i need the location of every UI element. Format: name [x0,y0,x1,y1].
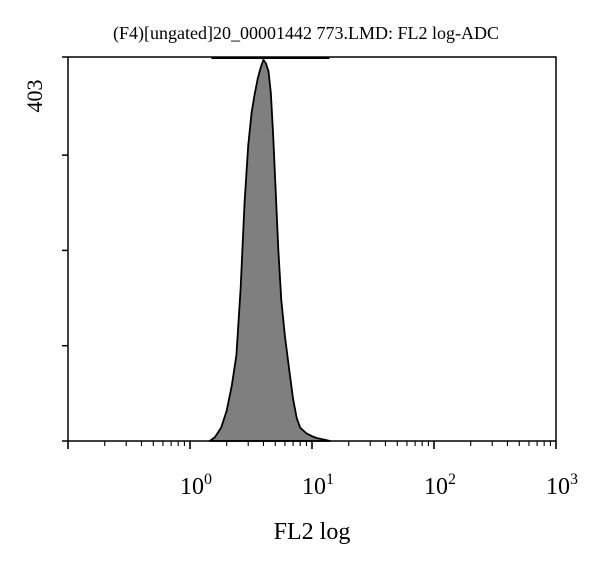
x-tick-label-2-base: 10 [302,474,326,500]
x-tick-label-1-exponent: 0 [204,471,212,488]
axes: 100 101 102 103 [62,56,578,500]
x-tick-label-4-exponent: 3 [570,471,578,488]
x-tick-label-3-exponent: 2 [448,471,456,488]
x-tick-label-3: 102 [424,471,456,500]
x-tick-label-1: 100 [180,471,212,500]
plot-area [208,58,331,442]
x-tick-label-1-base: 10 [180,474,204,500]
x-tick-label-2: 101 [302,471,334,500]
histogram-area-1 [208,58,331,442]
plot-frame [67,56,557,442]
x-tick-label-4: 103 [546,471,578,500]
x-tick-label-4-base: 10 [546,474,570,500]
x-tick-label-2-exponent: 1 [326,471,334,488]
chart-title: (F4)[ungated]20_00001442 773.LMD: FL2 lo… [113,23,499,44]
x-tick-label-3-base: 10 [424,474,448,500]
y-axis-label: 403 [22,80,47,113]
x-axis-label: FL2 log [274,519,351,545]
